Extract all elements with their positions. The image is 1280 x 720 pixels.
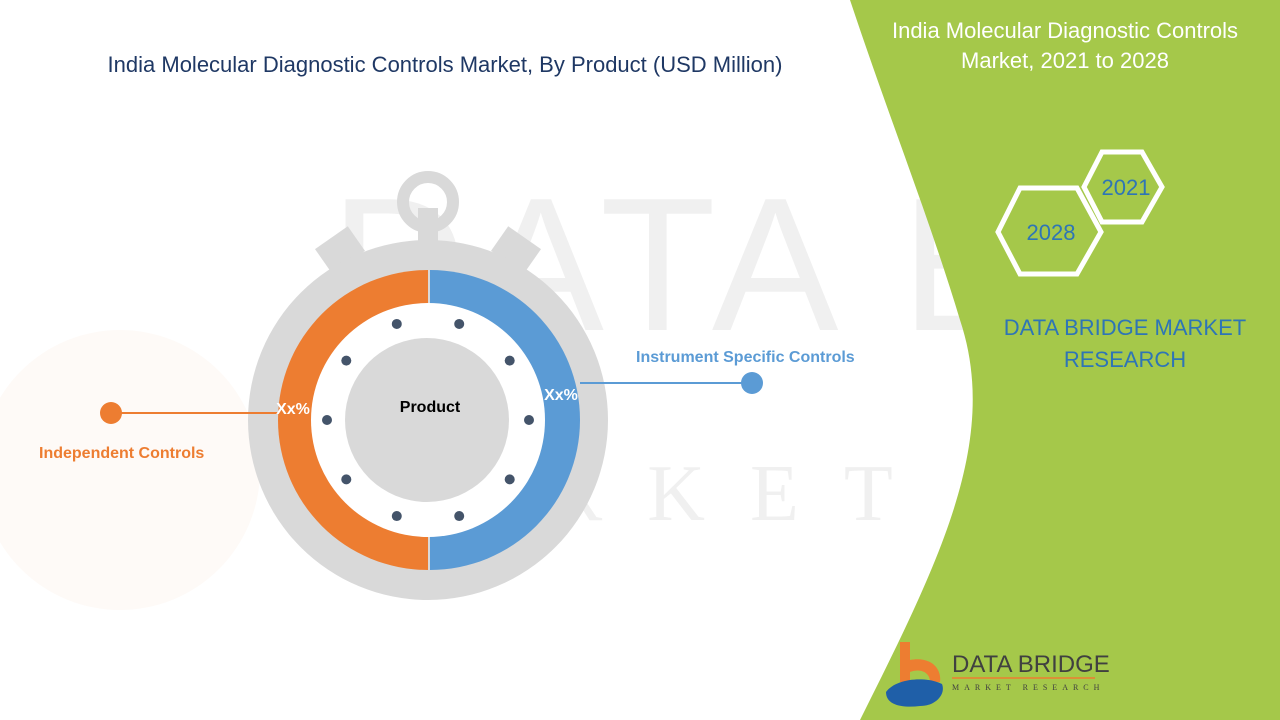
brand-text: DATA BRIDGE MARKET RESEARCH [1003, 315, 1247, 372]
center-label: Product [400, 399, 461, 416]
dial-dot [341, 355, 352, 366]
instrument-pct: Xx% [544, 387, 578, 404]
instrument-marker [741, 372, 763, 394]
dial-dot [504, 355, 515, 366]
hexagon-2028 [995, 185, 1104, 277]
green-panel [850, 0, 1280, 720]
year-2021: 2021 [1102, 175, 1151, 200]
dial-dot [454, 511, 465, 522]
dial-dot [391, 318, 402, 329]
dial-dot [524, 415, 534, 425]
chart-title: India Molecular Diagnostic Controls Mark… [107, 52, 783, 77]
label-instrument-specific-controls: Instrument Specific Controls [636, 349, 855, 366]
dial-dot [454, 318, 465, 329]
center-circle [345, 338, 509, 502]
logo-tagline: MARKET RESEARCH [952, 683, 1104, 692]
label-independent-controls: Independent Controls [39, 445, 205, 462]
year-2028: 2028 [1027, 220, 1076, 245]
dial-dot [341, 474, 352, 485]
logo-name: DATA BRIDGE [952, 651, 1110, 678]
side-title: India Molecular Diagnostic Controls Mark… [891, 18, 1239, 73]
dial-dot [391, 511, 402, 522]
independent-pct: Xx% [276, 401, 310, 418]
dial-dot [322, 415, 332, 425]
independent-marker [100, 402, 122, 424]
logo: DATA BRIDGE MARKET RESEARCH [886, 642, 1110, 707]
dial-dot [504, 474, 515, 485]
hexagon-2021 [1081, 149, 1165, 225]
